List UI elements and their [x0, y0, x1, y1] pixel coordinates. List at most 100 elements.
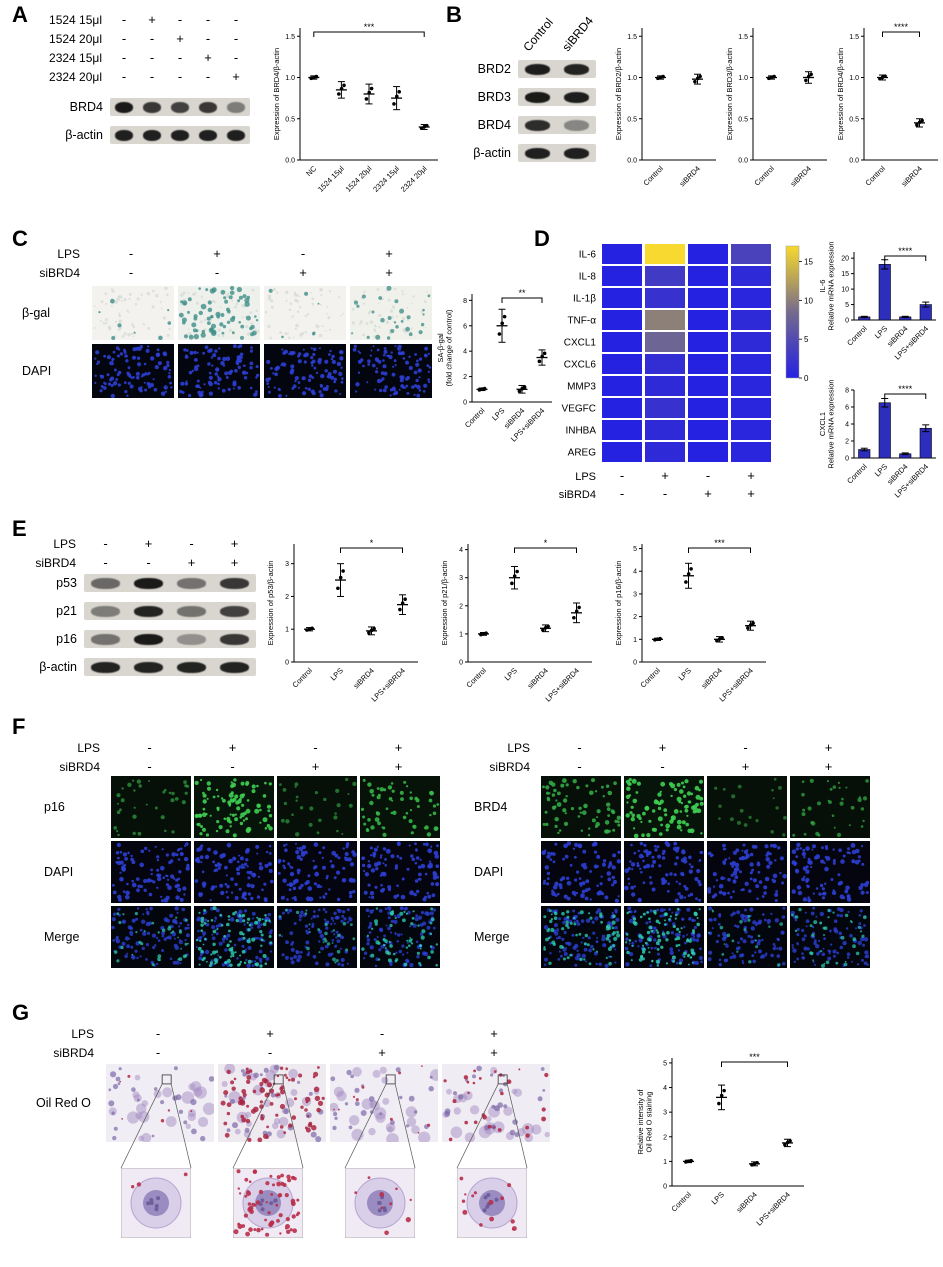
svg-text:Expression of BRD2/β-actin: Expression of BRD2/β-actin	[614, 48, 623, 140]
panel-f-left-microscopy: p16 DAPI Merge	[44, 776, 440, 971]
micro-row: p16	[44, 776, 440, 838]
panel-b-chart-brd3: 0.0 0.5 1.0 1.5 Expression of BRD3/β-actin Co…	[723, 12, 831, 208]
micro-row-label: BRD4	[474, 800, 508, 814]
micro-cell	[360, 776, 440, 838]
oil-red-inset-image	[456, 1167, 528, 1239]
condition-row: siBRD4 - - + +	[22, 263, 432, 282]
panel-d-heatmap: IL-6 IL-8 IL-1β TNF-α CXCL1 CXCL6 MMP3 VEGFC INH…	[548, 244, 828, 514]
heatmap-svg: IL-6 IL-8 IL-1β TNF-α CXCL1 CXCL6 MMP3 VEGFC INH…	[559, 244, 813, 501]
micro-cell	[541, 776, 621, 838]
condition-mark: -	[149, 50, 155, 65]
panel-e-label: E	[12, 516, 27, 541]
oil-red-inset-3	[344, 1167, 416, 1239]
svg-text:0.5: 0.5	[627, 116, 637, 123]
svg-text:6: 6	[463, 323, 467, 330]
panel-e-chart-p16: 0 1 2 3 4 5 Expression of p16/β-actin Control LP…	[612, 528, 770, 710]
micro-row: β-gal	[22, 286, 432, 340]
chart-svg: 0 1 2 3 4 Expression of p21/β-actin Control LPS…	[440, 538, 592, 704]
micro-cell	[707, 841, 787, 903]
micro-cell	[350, 344, 432, 398]
condition-label: siBRD4	[489, 759, 530, 774]
micro-cell	[178, 344, 260, 398]
micro-image	[707, 841, 787, 903]
micro-cell	[194, 841, 274, 903]
blot-band	[134, 633, 163, 645]
svg-text:2: 2	[463, 374, 467, 381]
svg-text:1: 1	[459, 631, 463, 638]
svg-text:1.0: 1.0	[849, 75, 859, 82]
condition-mark: +	[490, 1045, 498, 1060]
chart-svg: 0.0 0.5 1.0 1.5 Expression of BRD2/β-actin Co…	[614, 28, 716, 188]
blot-row: BRD2	[462, 60, 596, 78]
blot-row-label: BRD4	[69, 100, 103, 114]
micro-row-label: Oil Red O	[36, 1096, 91, 1110]
condition-mark: +	[176, 31, 184, 46]
svg-text:Control: Control	[863, 164, 887, 188]
svg-text:LPS: LPS	[503, 666, 519, 682]
micro-cell	[790, 841, 870, 903]
svg-text:5: 5	[663, 1060, 667, 1067]
micro-cell	[218, 1064, 326, 1142]
condition-mark: -	[205, 31, 211, 46]
condition-mark: -	[146, 555, 151, 570]
chart-svg: 0 1 2 3 4 5 Expression of p16/β-actin Control LP…	[614, 538, 766, 704]
micro-image	[541, 776, 621, 838]
svg-text:LPS: LPS	[575, 471, 596, 483]
condition-mark: -	[103, 555, 108, 570]
micro-cell	[111, 906, 191, 968]
condition-mark: -	[214, 265, 220, 280]
condition-mark: -	[149, 69, 155, 84]
micro-cell	[360, 841, 440, 903]
micro-row-label: DAPI	[44, 865, 74, 879]
blot-strip	[110, 98, 250, 116]
blot-row: p21	[28, 602, 256, 620]
blot-band	[226, 129, 246, 141]
condition-mark: -	[149, 31, 155, 46]
svg-text:IL-6: IL-6	[818, 280, 827, 293]
micro-cell	[111, 776, 191, 838]
micro-row-label: β-gal	[22, 306, 51, 320]
micro-image	[111, 906, 191, 968]
oil-red-inset-2	[232, 1167, 304, 1239]
svg-text:TNF-α: TNF-α	[567, 316, 596, 327]
condition-row: siBRD4 - - + +	[24, 553, 256, 572]
svg-text:****: ****	[898, 246, 913, 256]
svg-text:+: +	[661, 468, 669, 483]
condition-mark: +	[232, 69, 240, 84]
svg-text:****: ****	[898, 384, 913, 394]
svg-text:**: **	[518, 288, 526, 298]
panel-g-chart: 0 1 2 3 4 5 Relative intensity of Oil Red O sta…	[636, 1042, 808, 1234]
micro-row: DAPI	[22, 344, 432, 398]
svg-text:1.5: 1.5	[849, 34, 859, 41]
micro-row: DAPI	[474, 841, 870, 903]
blot-band	[220, 577, 249, 589]
svg-text:+: +	[747, 468, 755, 483]
svg-text:Control: Control	[845, 324, 869, 348]
micro-image	[360, 776, 440, 838]
blot-band	[170, 101, 190, 113]
micro-row: Oil Red O	[36, 1064, 550, 1142]
panel-e-chart-p21: 0 1 2 3 4 Expression of p21/β-actin Control LPS…	[438, 528, 596, 710]
panel-g-oil-red-o-row: Oil Red O	[36, 1064, 550, 1146]
svg-text:LPS+siBRD4: LPS+siBRD4	[754, 1190, 791, 1227]
svg-text:Expression of BRD4/β-actin: Expression of BRD4/β-actin	[272, 48, 281, 140]
panel-c-chart: 0 2 4 6 8 SA-β-gal (fold change of control) Con…	[436, 278, 556, 450]
micro-image	[264, 344, 346, 398]
blot-strip	[84, 658, 256, 676]
blot-band	[524, 119, 551, 131]
condition-mark: +	[824, 740, 833, 755]
micro-cell	[541, 906, 621, 968]
condition-mark: +	[824, 759, 833, 774]
svg-text:4: 4	[459, 547, 463, 554]
blot-band	[198, 129, 218, 141]
micro-image	[106, 1064, 214, 1142]
svg-text:CXCL1: CXCL1	[564, 338, 597, 349]
condition-mark: +	[394, 759, 403, 774]
svg-text:3: 3	[459, 575, 463, 582]
svg-text:0: 0	[804, 374, 809, 383]
condition-mark: -	[155, 1026, 161, 1041]
svg-text:1524 15μl: 1524 15μl	[316, 164, 346, 194]
svg-text:0.0: 0.0	[627, 158, 637, 165]
svg-text:CXCL1: CXCL1	[818, 412, 827, 436]
